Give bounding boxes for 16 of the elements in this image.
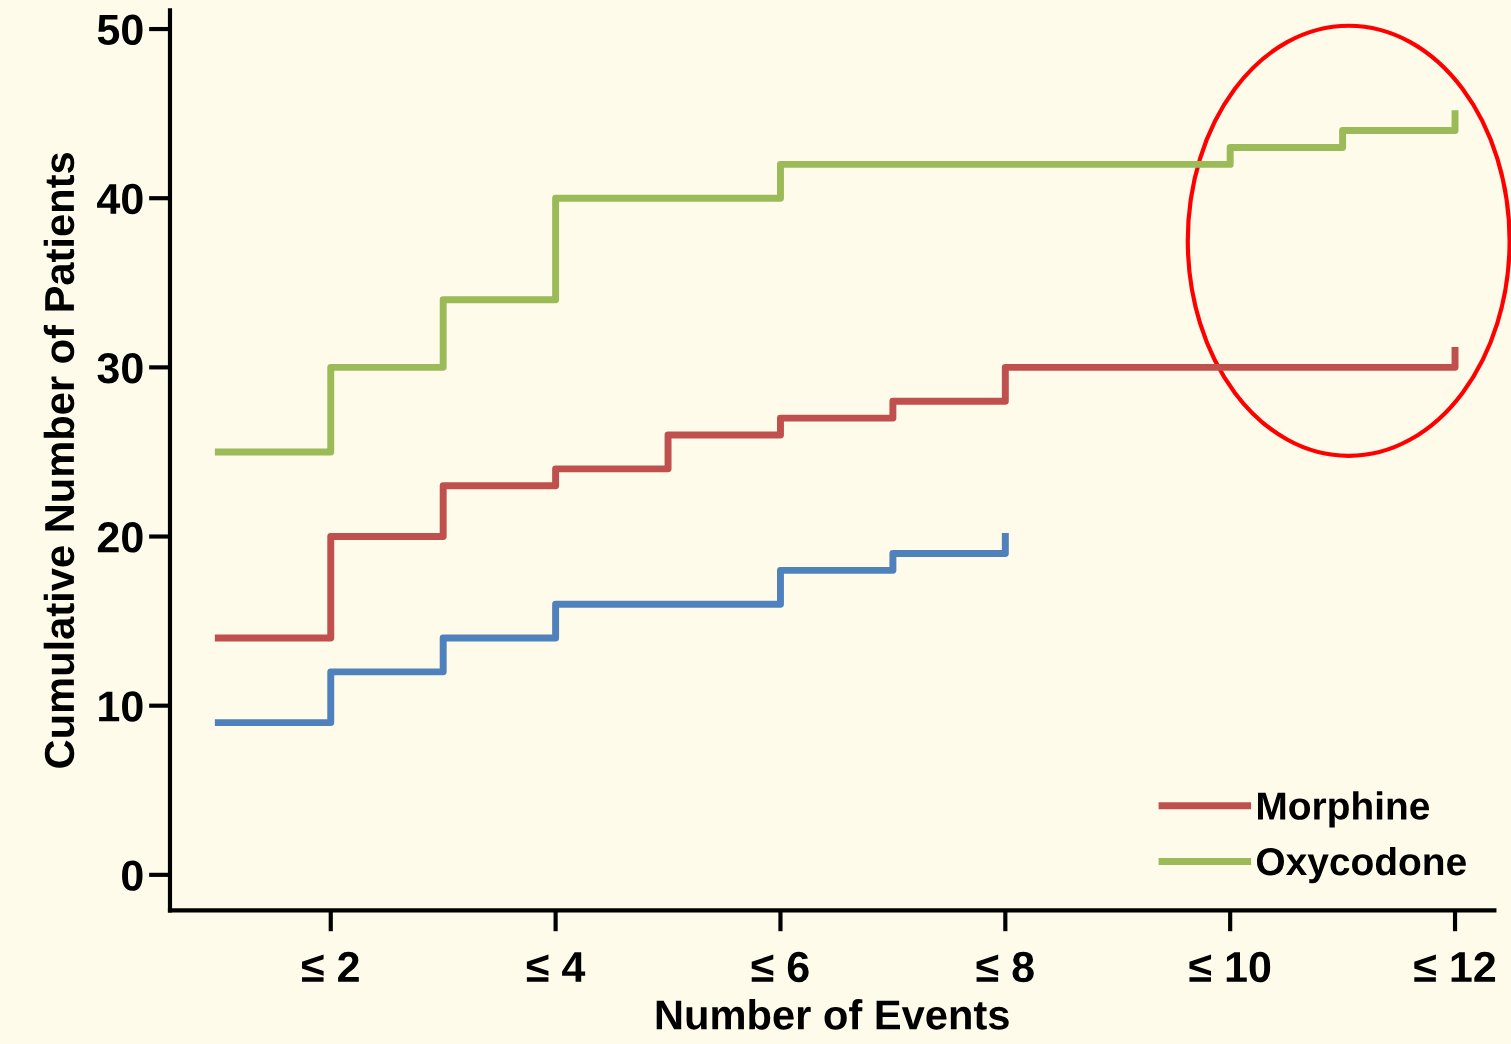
x-tick-label: ≤ 2 [302,951,359,982]
x-tick-label: ≤ 8 [976,951,1034,983]
y-tick-label: 10 [99,691,143,722]
x-tick-label: ≤ 6 [751,951,809,983]
x-tick-label: ≤ 10 [1189,951,1271,983]
x-axis-title: Number of Events [656,999,1009,1030]
legend-label: Oxycodone [1256,846,1466,884]
legend-label: Morphine [1258,791,1430,828]
y-tick-label: 50 [97,14,143,46]
y-tick-label: 20 [97,522,143,553]
y-tick-label: 30 [97,352,143,384]
x-tick-label: ≤ 4 [526,952,586,982]
y-tick-label: 40 [97,183,143,215]
y-axis-title: Cumulative Number of Patients [43,153,75,768]
x-tick-label: ≤ 12 [1414,951,1496,982]
y-tick-label: 0 [122,860,143,891]
